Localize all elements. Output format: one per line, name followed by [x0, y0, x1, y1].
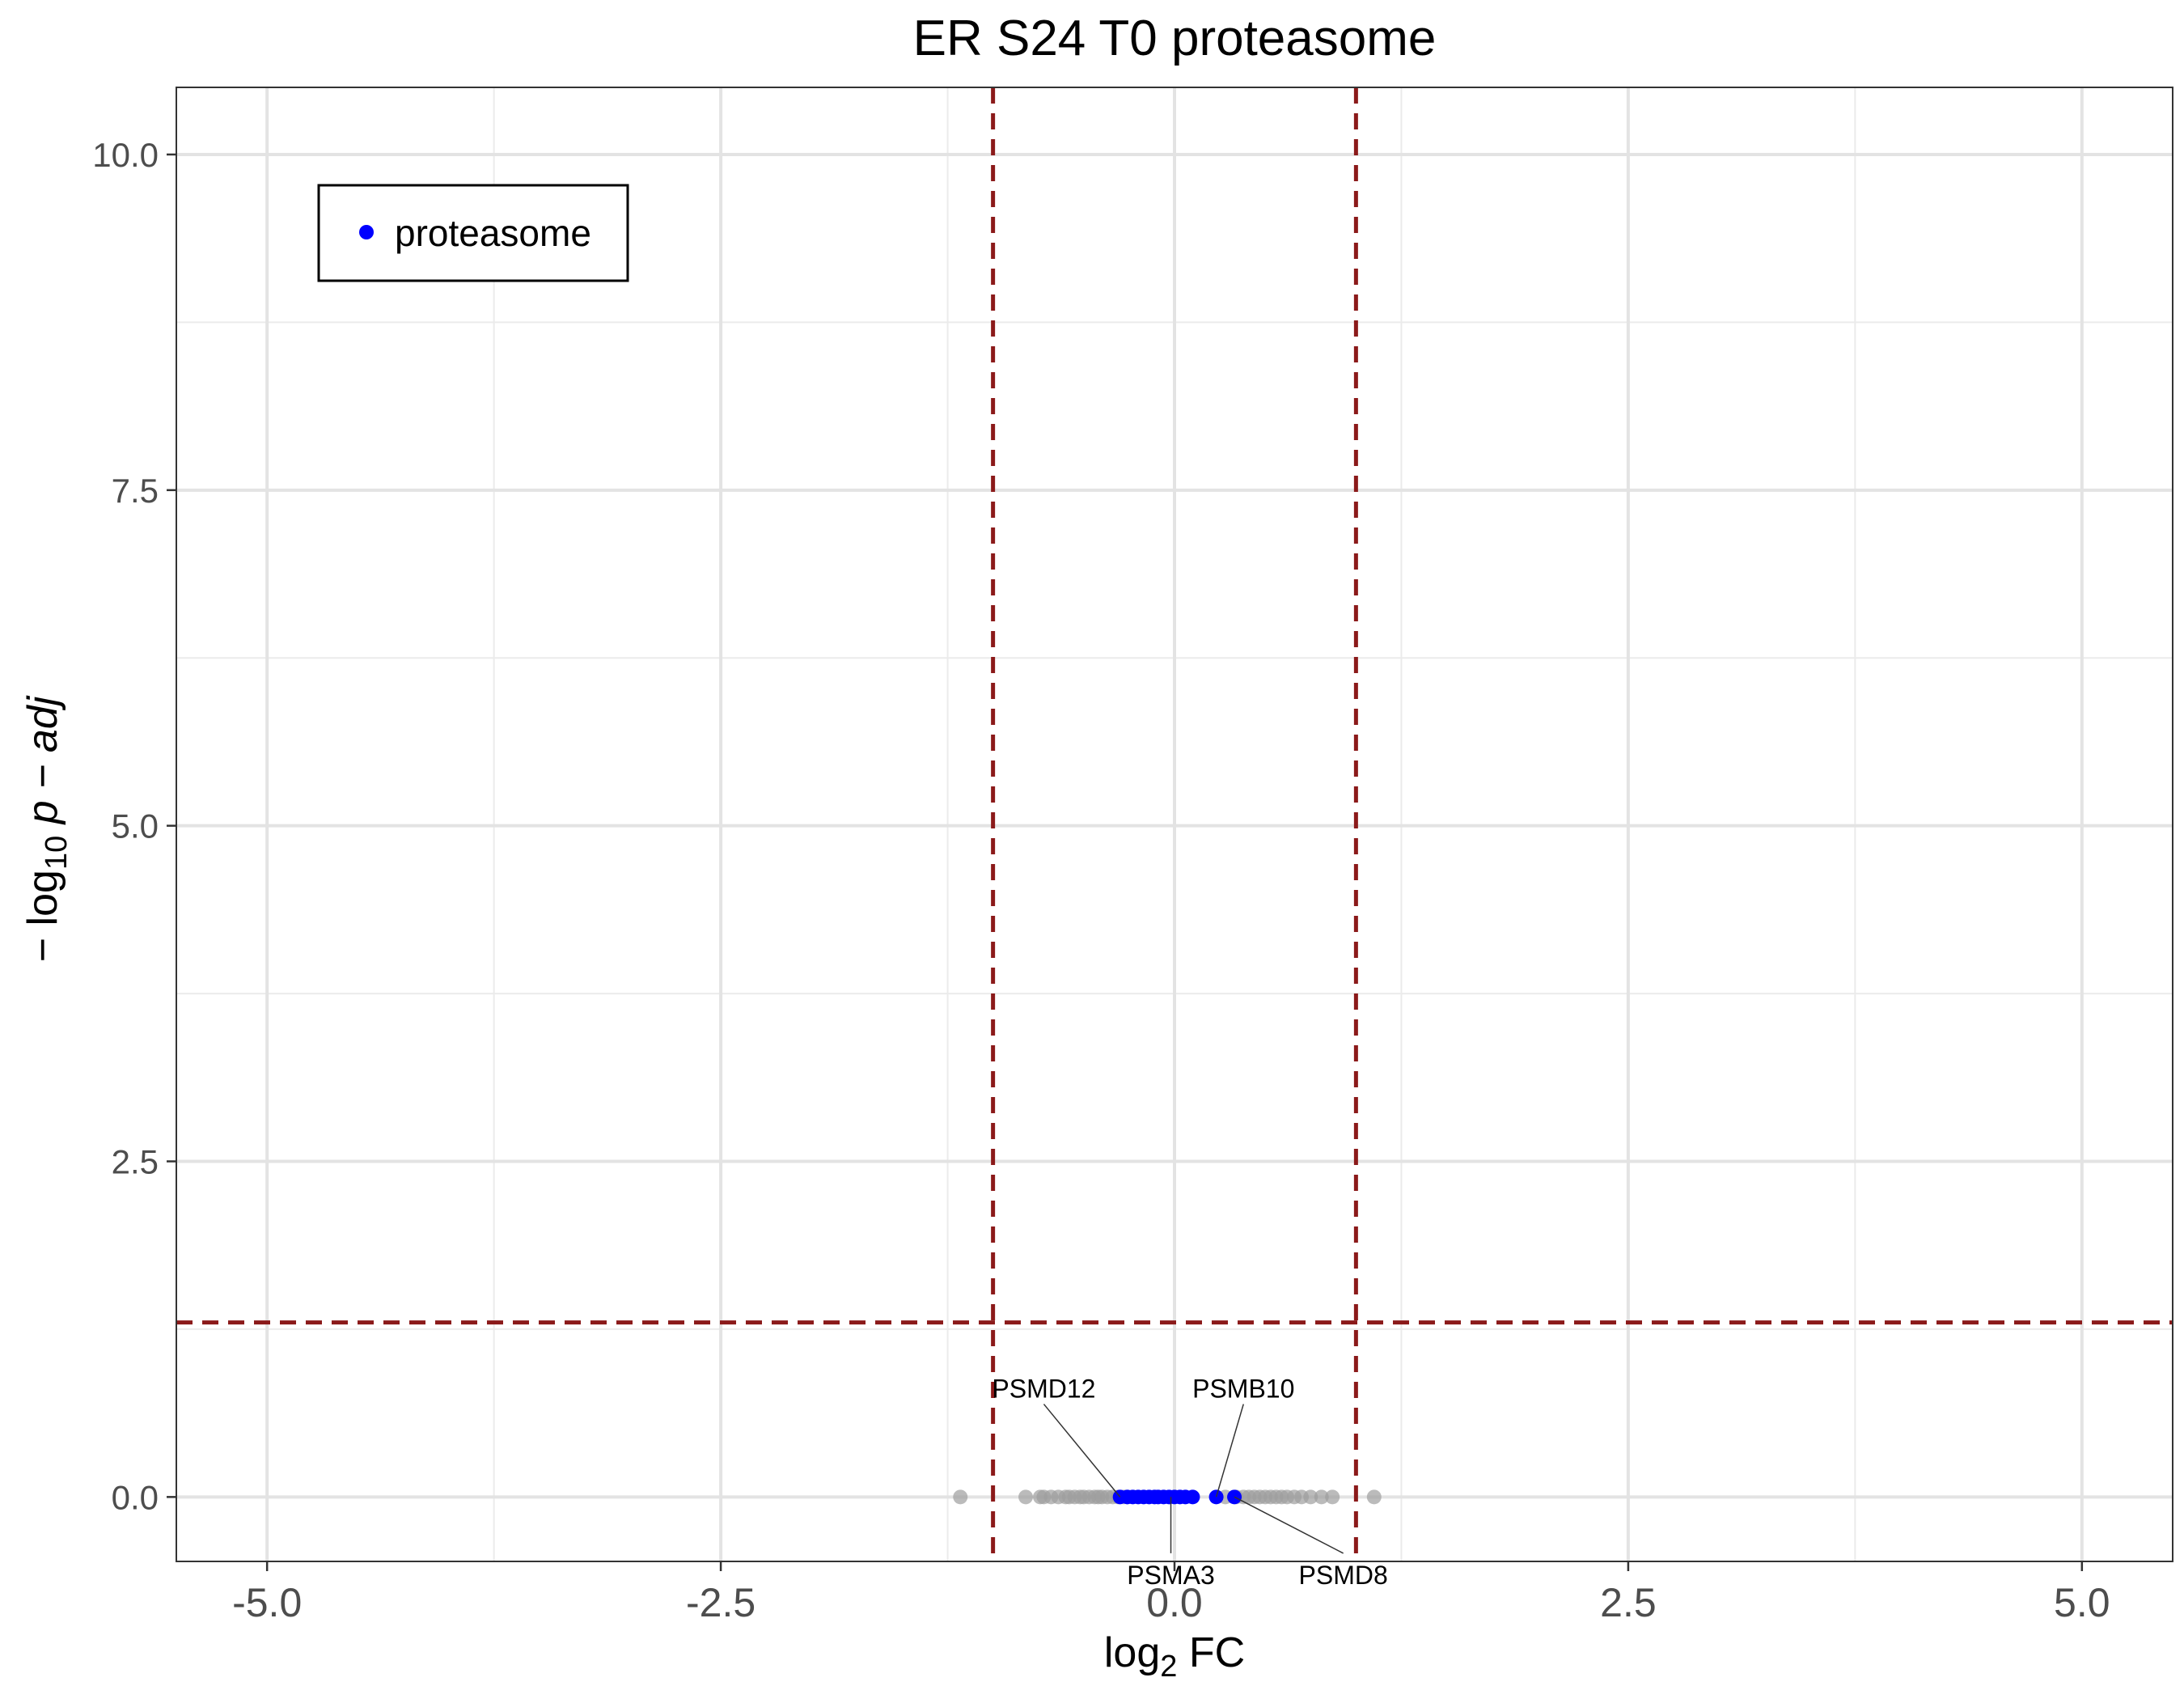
threshold-lines — [176, 87, 2173, 1561]
label-connector — [1234, 1496, 1344, 1554]
point-background — [1366, 1489, 1382, 1505]
point-background — [1018, 1489, 1034, 1505]
y-tick-label: 5.0 — [112, 807, 159, 845]
legend-label-proteasome: proteasome — [395, 212, 591, 254]
point-label: PSMD8 — [1299, 1561, 1388, 1590]
point-label: PSMB10 — [1192, 1375, 1294, 1404]
point-label: PSMD12 — [992, 1375, 1095, 1404]
x-tick-label: 0.0 — [1146, 1580, 1203, 1625]
label-connector — [1215, 1404, 1244, 1498]
legend: proteasome — [317, 184, 629, 282]
x-axis-label-suffix: FC — [1177, 1629, 1245, 1676]
y-axis-label: − log10 p − adj — [19, 695, 74, 962]
x-tick-label: 5.0 — [2054, 1580, 2110, 1625]
chart-title: ER S24 T0 proteasome — [913, 11, 1437, 66]
point-background — [1325, 1489, 1340, 1505]
x-axis-label-prefix: log — [1104, 1629, 1160, 1676]
point-background — [1303, 1489, 1318, 1505]
label-connector — [1043, 1404, 1121, 1498]
point-labels: PSMD12 PSMB10 PSMA3 PSMD8 — [992, 1375, 1387, 1590]
point-label: PSMA3 — [1127, 1561, 1214, 1590]
x-tick-label: -2.5 — [686, 1580, 756, 1625]
x-tick-label: -5.0 — [232, 1580, 302, 1625]
point-proteasome — [1185, 1489, 1200, 1505]
legend-swatch-proteasome — [359, 225, 374, 239]
y-axis-label-subscript: 10 — [40, 836, 74, 870]
axes: -5.0 -2.5 0.0 2.5 5.0 0.0 2.5 5.0 7.5 10.0 — [92, 136, 2110, 1625]
y-tick-label: 10.0 — [92, 136, 159, 174]
y-tick-label: 0.0 — [112, 1478, 159, 1516]
y-tick-label: 2.5 — [112, 1143, 159, 1181]
x-tick-label: 2.5 — [1600, 1580, 1657, 1625]
y-axis-label-prefix: − log — [19, 870, 66, 962]
x-axis-label-subscript: 2 — [1160, 1650, 1177, 1684]
point-background — [1314, 1489, 1329, 1505]
y-tick-label: 7.5 — [112, 472, 159, 510]
point-background — [953, 1489, 968, 1505]
x-axis-label: log2 FC — [1104, 1629, 1245, 1684]
y-axis-label-suffix: p − adj — [19, 695, 66, 835]
